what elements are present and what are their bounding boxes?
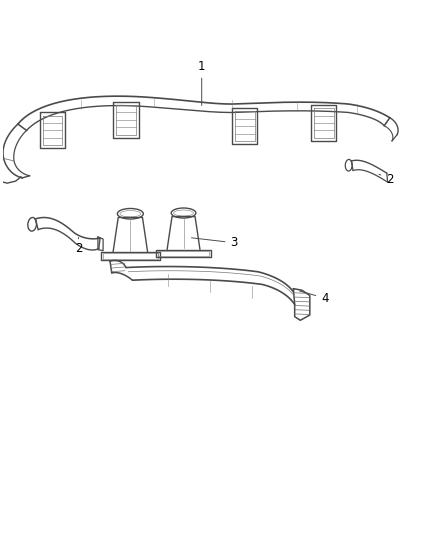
Text: 2: 2 bbox=[75, 238, 82, 255]
Text: 1: 1 bbox=[198, 60, 205, 106]
Text: 3: 3 bbox=[191, 236, 238, 249]
Text: 2: 2 bbox=[379, 173, 394, 186]
Text: 4: 4 bbox=[300, 291, 328, 305]
